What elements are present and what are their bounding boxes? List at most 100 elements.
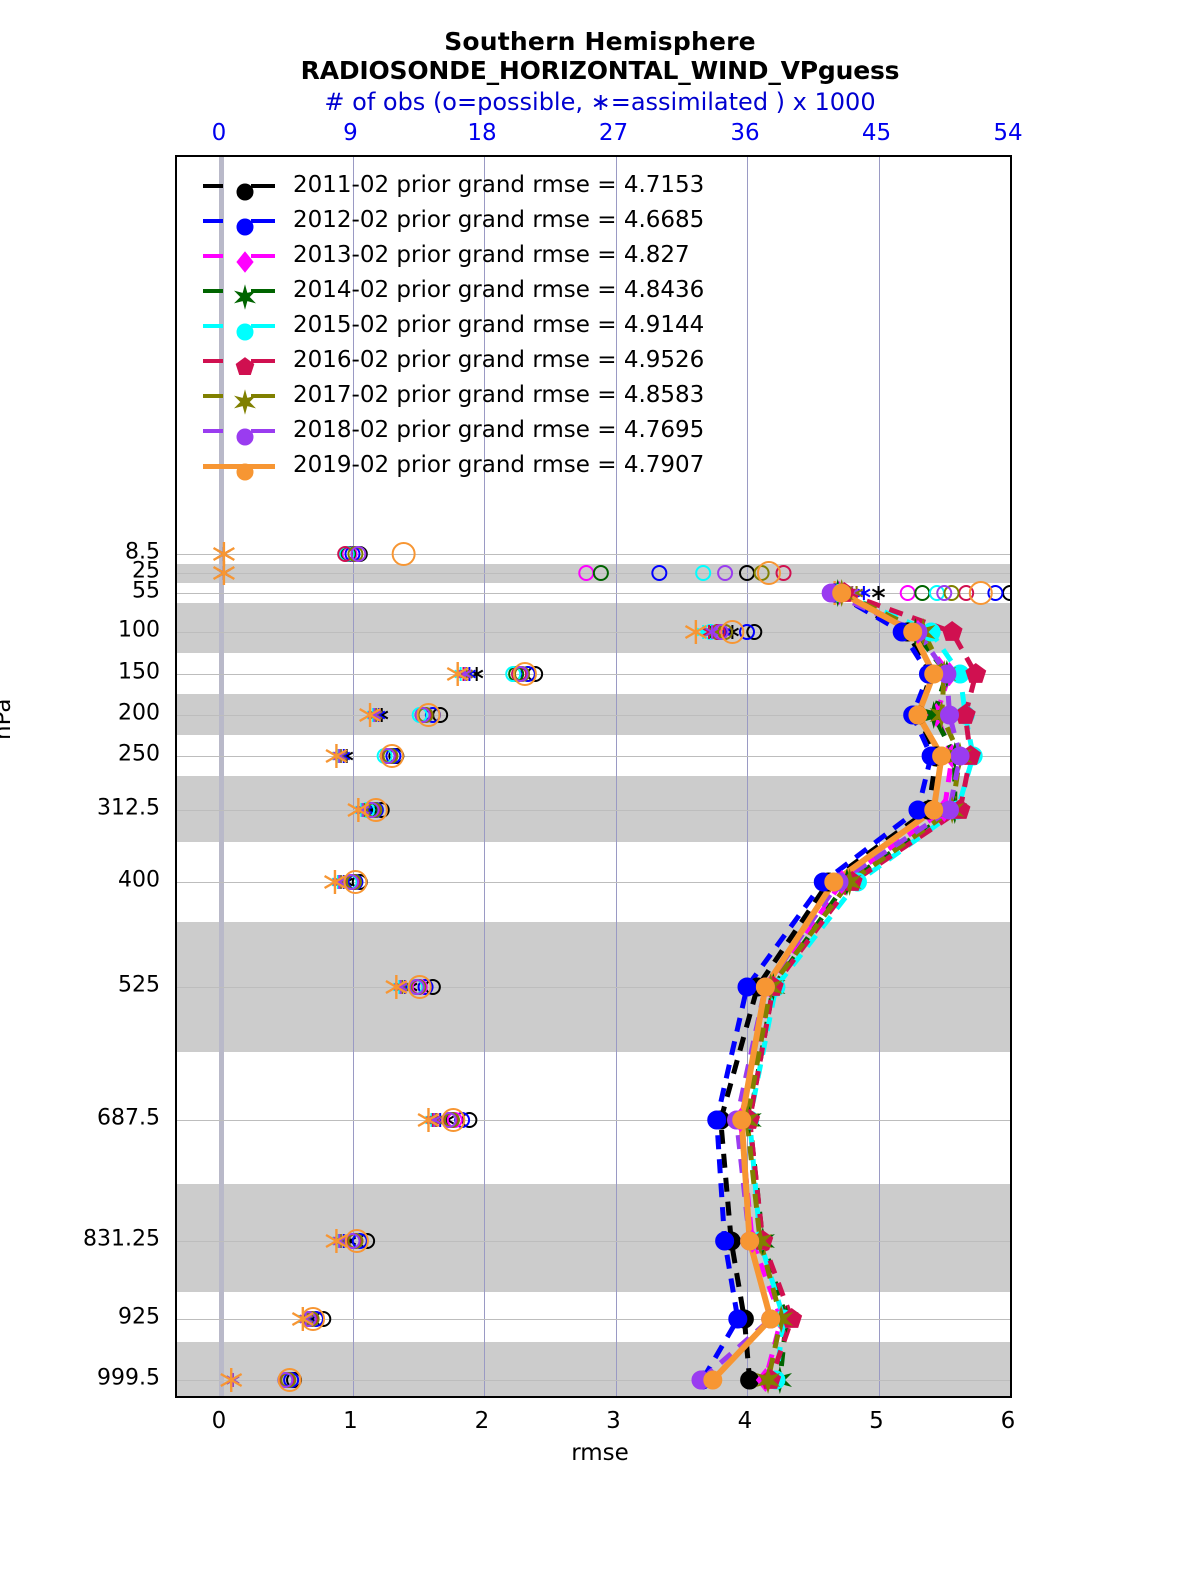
horizontal-gridline-312.5 — [177, 810, 1010, 811]
legend-dash — [251, 323, 275, 328]
legend-item-2018-02[interactable]: 2018-02 prior grand rmse = 4.7695 — [201, 412, 704, 447]
marker-circle — [408, 979, 425, 995]
marker-asterisk — [220, 1368, 243, 1392]
ytick-525: 525 — [118, 972, 160, 998]
marker-asterisk — [871, 586, 886, 600]
top-xtick-0: 0 — [211, 120, 227, 146]
legend-swatch — [201, 170, 287, 200]
horizontal-gridline-200 — [177, 715, 1010, 716]
marker-circle — [416, 703, 441, 727]
ytick-312.5: 312.5 — [97, 795, 160, 821]
marker-asterisk — [385, 975, 408, 999]
marker-circle — [236, 428, 254, 445]
marker-asterisk — [446, 662, 469, 686]
legend-marker-icon — [234, 283, 256, 310]
marker-circle — [351, 1233, 368, 1249]
marker-star6 — [234, 283, 256, 310]
horizontal-gridline-687.5 — [177, 1120, 1010, 1121]
marker-asterisk — [323, 870, 346, 894]
marker-circle — [707, 1110, 727, 1130]
marker-asterisk — [325, 744, 348, 768]
legend-item-2013-02[interactable]: 2013-02 prior grand rmse = 4.827 — [201, 237, 704, 273]
marker-circle — [740, 1231, 760, 1251]
legend-dash — [203, 323, 223, 328]
marker-circle — [903, 622, 923, 642]
horizontal-gridline-150 — [177, 674, 1010, 675]
marker-circle — [236, 183, 254, 200]
marker-diamond — [236, 250, 254, 273]
ytick-250: 250 — [118, 741, 160, 767]
horizontal-gridline-525 — [177, 987, 1010, 988]
top-xtick-36: 36 — [730, 120, 760, 146]
legend-item-2019-02[interactable]: 2019-02 prior grand rmse = 4.7907 — [201, 447, 704, 482]
legend-dash — [203, 183, 223, 188]
bottom-xtick-5: 5 — [869, 1408, 884, 1434]
marker-asterisk — [291, 1307, 314, 1331]
legend-dash — [251, 358, 275, 363]
marker-circle — [703, 1370, 723, 1390]
vertical-gridline-6 — [1010, 157, 1011, 1396]
marker-circle — [441, 1108, 466, 1132]
marker-circle — [756, 561, 781, 585]
legend-dash — [203, 393, 223, 398]
marker-circle — [343, 870, 368, 894]
ytick-999.5: 999.5 — [97, 1365, 160, 1391]
horizontal-gridline-999.5 — [177, 1380, 1010, 1381]
vertical-gridline-3 — [615, 157, 617, 1396]
marker-circle — [824, 872, 844, 892]
marker-circle — [737, 977, 757, 997]
legend-item-2015-02[interactable]: 2015-02 prior grand rmse = 4.9144 — [201, 307, 704, 342]
marker-circle — [715, 1231, 735, 1251]
marker-asterisk — [684, 620, 707, 644]
legend-dash — [203, 253, 223, 258]
marker-circle — [761, 1309, 781, 1329]
marker-star6 — [755, 1365, 781, 1395]
legend-marker-icon — [236, 250, 254, 273]
band-5 — [177, 1184, 1010, 1292]
marker-circle — [350, 546, 367, 562]
bottom-xtick-4: 4 — [737, 1408, 753, 1434]
legend-label: 2018-02 prior grand rmse = 4.7695 — [293, 416, 705, 443]
marker-star6 — [234, 388, 256, 415]
marker-asterisk — [705, 625, 719, 639]
ytick-831.25: 831.25 — [83, 1226, 160, 1252]
marker-circle — [987, 585, 1004, 601]
legend-label: 2017-02 prior grand rmse = 4.8583 — [293, 381, 705, 408]
legend-label: 2015-02 prior grand rmse = 4.9144 — [293, 311, 705, 338]
marker-asterisk — [325, 1229, 348, 1253]
marker-circle — [924, 800, 944, 820]
horizontal-gridline-8.5 — [177, 554, 1010, 555]
legend-dash — [251, 393, 275, 398]
marker-circle — [592, 565, 609, 581]
bottom-xtick-0: 0 — [211, 1408, 227, 1434]
marker-circle — [732, 1110, 752, 1130]
marker-circle — [720, 620, 745, 644]
marker-circle — [943, 585, 960, 601]
legend-swatch — [201, 415, 287, 445]
legend-swatch — [201, 240, 287, 273]
legend-swatch — [201, 345, 287, 375]
marker-circle — [832, 583, 852, 603]
marker-circle — [755, 977, 775, 997]
vertical-gridline-1 — [352, 157, 354, 1396]
legend-marker-icon — [236, 323, 254, 340]
bottom-xtick-3: 3 — [606, 1408, 621, 1434]
legend-label: 2014-02 prior grand rmse = 4.8436 — [293, 276, 705, 303]
legend-dash — [251, 218, 275, 223]
marker-circle — [908, 705, 928, 725]
ytick-100: 100 — [118, 617, 160, 643]
ytick-150: 150 — [118, 659, 160, 685]
legend-item-2011-02[interactable]: 2011-02 prior grand rmse = 4.7153 — [201, 167, 704, 202]
marker-circle — [236, 463, 254, 480]
legend-item-2017-02[interactable]: 2017-02 prior grand rmse = 4.8583 — [201, 377, 705, 415]
top-xtick-45: 45 — [861, 120, 892, 146]
marker-asterisk — [417, 1108, 440, 1132]
legend-item-2016-02[interactable]: 2016-02 prior grand rmse = 4.9526 — [201, 342, 704, 377]
legend-item-2012-02[interactable]: 2012-02 prior grand rmse = 4.6685 — [201, 202, 704, 237]
marker-circle — [417, 979, 434, 995]
marker-circle — [950, 746, 970, 766]
marker-circle — [739, 624, 755, 640]
legend-item-2014-02[interactable]: 2014-02 prior grand rmse = 4.8436 — [201, 272, 705, 310]
legend-label: 2011-02 prior grand rmse = 4.7153 — [293, 171, 705, 198]
marker-circle — [775, 565, 792, 581]
